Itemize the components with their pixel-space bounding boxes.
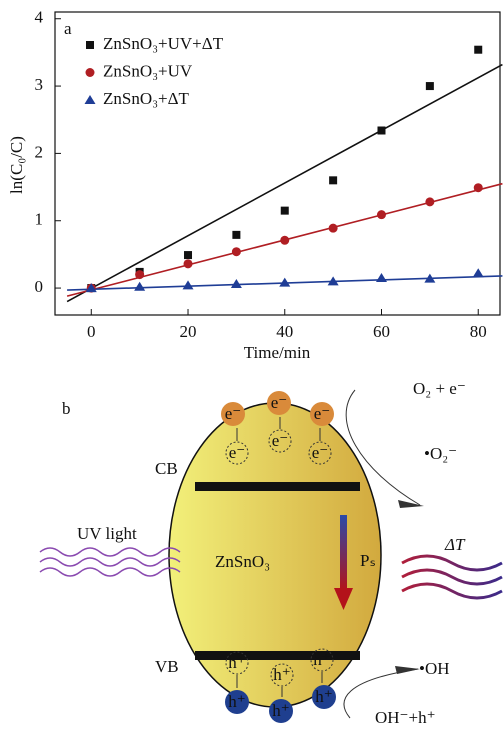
bound-hole-label: h⁺ [273,665,290,684]
point [280,206,289,215]
electron [310,402,334,426]
bound-hole-label: h⁺ [313,650,330,669]
bound-electron-label: e⁻ [312,443,329,462]
material-label: ZnSnO₃ [215,552,270,571]
plot-frame [54,11,501,316]
point [377,126,386,135]
x-tick-label: 0 [87,322,96,341]
bound-electron-label: e⁻ [272,431,289,450]
hole [269,699,293,723]
bound-hole [270,663,294,687]
point [232,230,241,239]
conduction-band [195,482,360,491]
uv-label: UV light [77,524,137,543]
point [135,270,145,280]
vb-label: VB [155,657,179,676]
point [472,268,484,278]
hole [225,690,249,714]
y-tick-label: 1 [35,210,44,229]
point [473,183,483,193]
polarization-label: Pₛ [360,551,376,570]
y-tick-label: 3 [35,75,44,94]
point [279,277,291,287]
fit-line [66,63,503,303]
point [183,259,193,269]
heat-label: ΔT [444,535,466,554]
point [230,279,242,289]
y-axis-title: ln(C₀/C) [7,136,26,194]
electron-label: e⁻ [225,404,242,423]
x-tick-label: 80 [470,322,487,341]
point [327,276,339,286]
bound-hole [310,648,334,672]
legend-marker [85,68,95,77]
valence-band [195,651,360,660]
oxidation-out: •OH [419,659,450,678]
heat-waves [401,554,503,600]
reduction-in: O₂ + e⁻ [413,379,466,398]
y-tick-label: 0 [35,277,44,296]
reduction-out: •O₂⁻ [424,444,457,463]
panel-label: a [64,19,72,38]
legend-label: ZnSnO₃+UV+ΔT [103,34,224,53]
electron [267,391,291,415]
arrow-head [334,588,353,610]
panel-label: b [62,399,71,418]
point [375,272,387,282]
bound-hole [225,651,249,675]
arrow-head [398,500,424,508]
hole [312,685,336,709]
point [424,273,436,283]
point [329,176,338,185]
point [182,280,194,290]
point [425,82,434,91]
electron [221,402,245,426]
legend-label: ZnSnO₃+ΔT [103,89,190,108]
y-tick-label: 2 [35,142,44,161]
point [85,283,97,293]
bound-electron-label: e⁻ [229,443,246,462]
diagram: b CB VB ZnSnO₃ Pₛ UV light ΔT O₂ + e⁻ •O… [39,379,503,727]
x-axis-title: Time/min [244,343,311,362]
hole-label: h⁺ [272,701,289,720]
point [474,45,483,54]
polarization-arrow [340,515,347,590]
point [376,210,386,220]
y-tick-label: 4 [35,8,44,27]
bound-hole-label: h⁺ [228,653,245,672]
bound-electron [308,441,332,465]
point [231,247,241,257]
hole-label: h⁺ [315,687,332,706]
hole-label: h⁺ [228,692,245,711]
bound-electron [225,441,249,465]
uv-waves [39,547,181,577]
bound-electron [268,429,292,453]
x-tick-label: 60 [373,322,390,341]
point [425,197,435,207]
legend-label: ZnSnO₃+UV [103,61,193,80]
oxidation-in: OH⁻+h⁺ [375,708,436,727]
electron-label: e⁻ [314,404,331,423]
point [134,281,146,291]
x-tick-label: 20 [180,322,197,341]
reduction-arrow [345,389,421,506]
cb-label: CB [155,459,178,478]
point [280,235,290,245]
point [328,223,338,233]
point [184,251,193,260]
legend-marker [86,41,94,49]
arrow-head [395,666,420,674]
electron-label: e⁻ [271,393,288,412]
x-tick-label: 40 [276,322,293,341]
legend-marker [84,95,96,104]
